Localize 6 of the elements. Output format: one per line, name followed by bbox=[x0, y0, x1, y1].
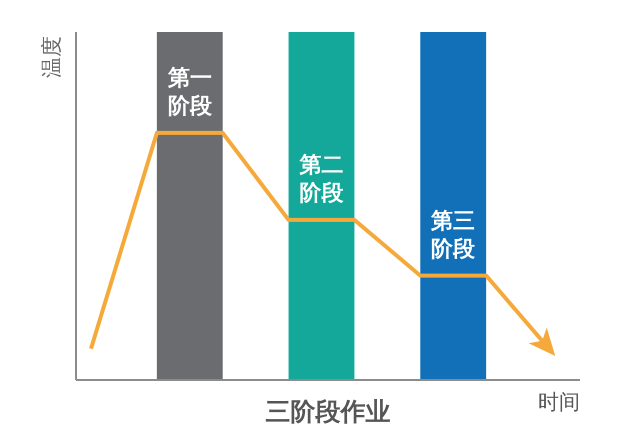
x-axis-title: 时间 bbox=[538, 390, 580, 414]
y-axis-title: 温度 bbox=[40, 36, 64, 78]
series-label: 第三阶段 bbox=[431, 208, 476, 264]
series-label: 第一阶段 bbox=[168, 64, 212, 121]
series-label: 第二阶段 bbox=[300, 152, 344, 208]
text: 三阶段作业 bbox=[266, 397, 390, 426]
